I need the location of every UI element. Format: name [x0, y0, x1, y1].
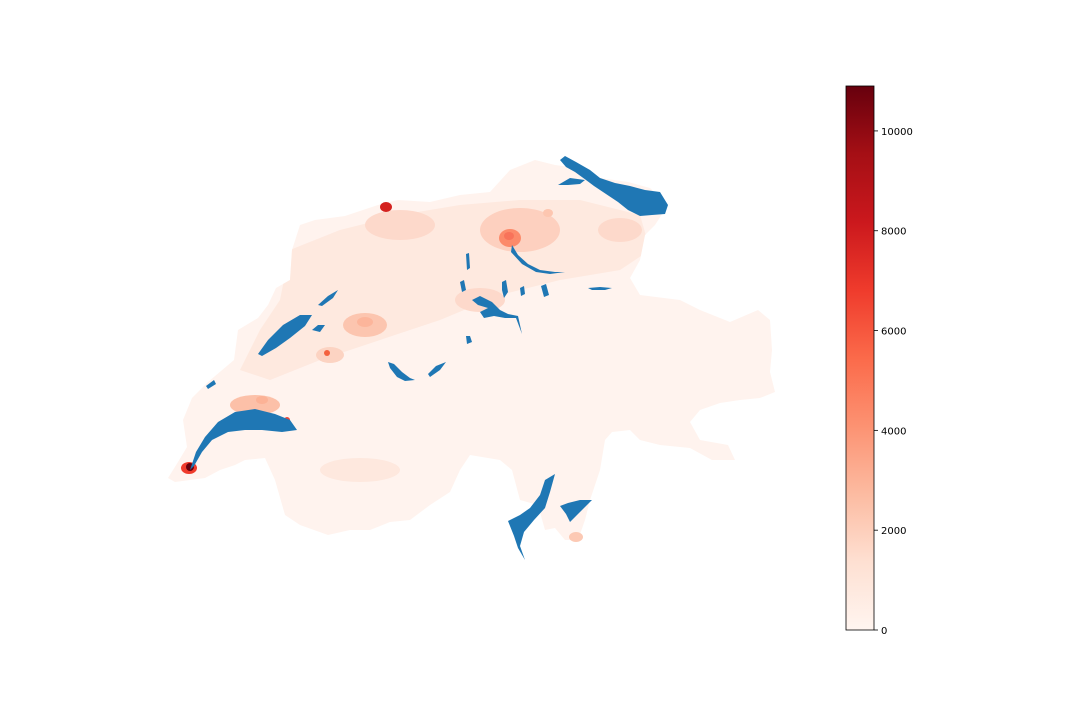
lakes [190, 156, 668, 560]
lake-lucerne [472, 296, 522, 334]
lake-geneva [190, 409, 297, 470]
lake-maggiore [508, 474, 555, 560]
lake-untersee [558, 178, 585, 185]
switzerland-map [168, 156, 775, 560]
neuchatel-hotspot [324, 350, 330, 356]
lake-lugano [560, 500, 592, 522]
colorbar-tick-label: 8000 [881, 227, 906, 238]
colorbar-fill [845, 85, 875, 631]
lugano-hotspot [569, 532, 583, 542]
fribourg-region-shading [316, 347, 344, 363]
municipality-shading [230, 200, 650, 482]
winterthur-hotspot [543, 209, 553, 217]
lake-sempach [460, 280, 466, 292]
lake-joux [206, 380, 216, 389]
lake-sihl [541, 284, 549, 297]
lake-zurich [511, 245, 565, 274]
lake-walensee [588, 287, 612, 290]
lake-brienz [428, 362, 446, 377]
basel-region-shading [365, 210, 435, 240]
lake-sarnen [466, 336, 472, 344]
lake-neuchatel [258, 315, 312, 356]
colorbar-tick-label: 2000 [881, 526, 906, 537]
zurich-hotspot [499, 229, 521, 247]
lake-hallwil [466, 253, 470, 270]
colorbar-tick-label: 4000 [881, 426, 906, 437]
lake-thun [388, 362, 415, 381]
lake-constance [560, 156, 668, 216]
lake-aegeri [520, 286, 525, 296]
colorbar-tick-label: 0 [881, 626, 887, 637]
colorbar: 0 2000 4000 6000 8000 10000 [845, 85, 913, 637]
bern-hotspot [357, 317, 373, 327]
colorbar-tick-label: 6000 [881, 327, 906, 338]
lake-zug [502, 280, 508, 298]
basel-hotspot [380, 202, 392, 212]
lake-biel [318, 290, 338, 306]
city-hotspots [181, 202, 583, 542]
colorbar-tick-label: 10000 [881, 127, 913, 138]
stgallen-region-shading [598, 218, 642, 242]
lake-murten [312, 325, 325, 332]
valais-shading [320, 458, 400, 482]
colorbar-ticks: 0 2000 4000 6000 8000 10000 [874, 127, 913, 637]
